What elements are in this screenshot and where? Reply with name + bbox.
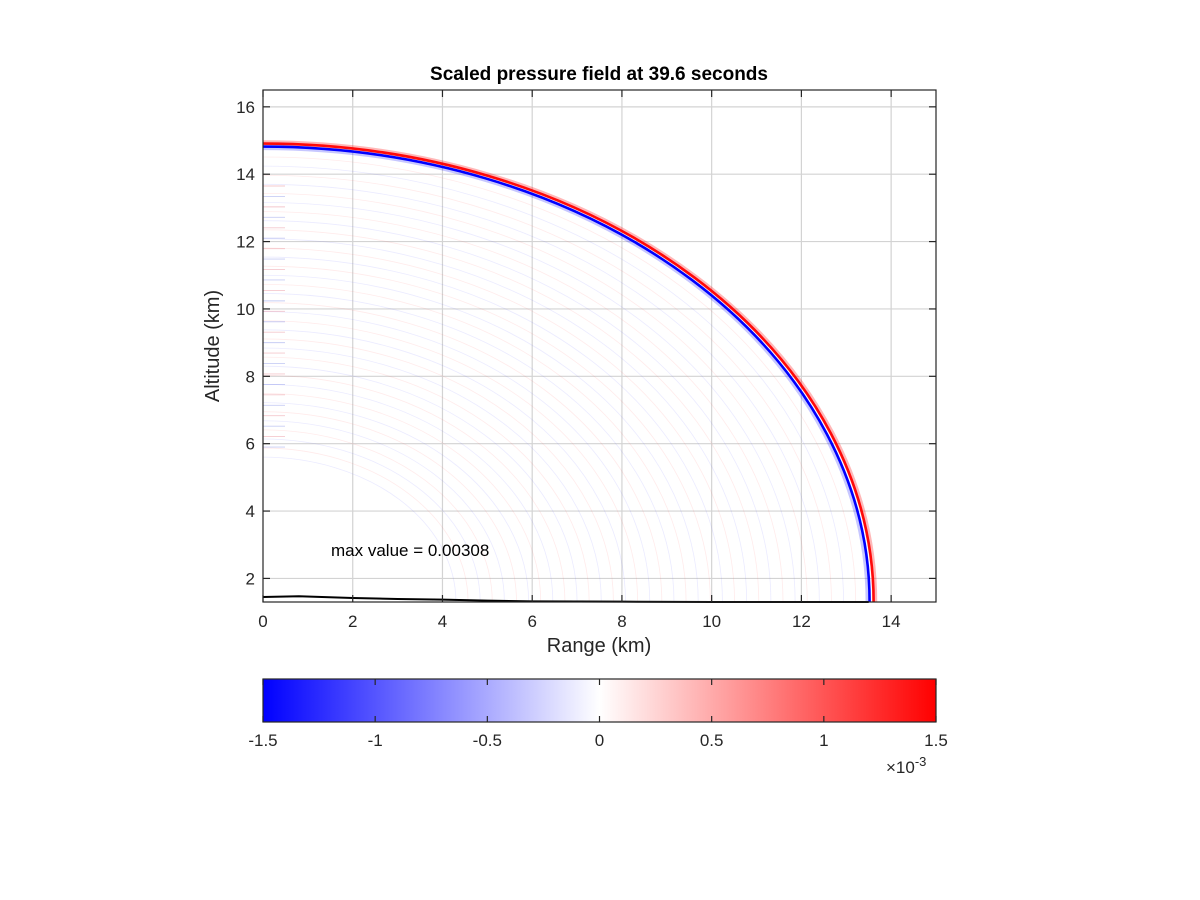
y-tick-label: 2	[246, 569, 255, 588]
colorbar-tick-label: 1	[819, 731, 828, 750]
x-tick-label: 10	[702, 612, 721, 631]
y-tick-label: 6	[246, 435, 255, 454]
x-tick-label: 6	[527, 612, 536, 631]
max-value-annotation: max value = 0.00308	[331, 541, 489, 560]
interference-arc	[263, 456, 457, 602]
axis-ticks: 0 2 4 6 8 10 12 14 2 4 6 8 10 12 14 16	[236, 90, 936, 631]
colorbar-tick-label: 1.5	[924, 731, 948, 750]
interference-arc	[263, 156, 857, 602]
interference-arc	[263, 283, 687, 602]
y-axis-label: Altitude (km)	[202, 290, 224, 402]
x-tick-label: 8	[617, 612, 626, 631]
colorbar-tick-label: 0.5	[700, 731, 724, 750]
interference-arc	[263, 320, 639, 602]
interference-arc	[263, 447, 469, 602]
wavefront-blue-halo	[263, 146, 870, 602]
interference-arc	[263, 293, 675, 602]
interference-arc	[263, 347, 602, 602]
colorbar-exponent-power: -3	[915, 754, 927, 769]
interference-arc	[263, 365, 578, 602]
interference-arc	[263, 202, 796, 602]
plot-area: 0 2 4 6 8 10 12 14 2 4 6 8 10 12 14 16	[236, 89, 937, 631]
chart-title: Scaled pressure field at 39.6 seconds	[430, 64, 768, 85]
colorbar-gradient	[263, 679, 936, 722]
plot-background	[263, 90, 936, 602]
colorbar-tick-label: -1.5	[248, 731, 277, 750]
colorbar: -1.5 -1 -0.5 0 0.5 1 1.5 ×10-3	[248, 678, 948, 777]
colorbar-ticks: -1.5 -1 -0.5 0 0.5 1 1.5	[248, 679, 948, 750]
colorbar-tick-label: -0.5	[473, 731, 502, 750]
interference-arc	[263, 174, 832, 602]
interference-arc	[263, 247, 735, 602]
interference-arc	[263, 311, 651, 602]
colorbar-tick-label: -1	[368, 731, 383, 750]
interference-arc	[263, 393, 542, 602]
interference-arc	[263, 193, 808, 602]
interference-arc	[263, 165, 844, 602]
wavefront-blue	[263, 145, 871, 602]
pressure-field	[263, 140, 878, 602]
interference-arc	[263, 302, 663, 602]
colorbar-exponent: ×10-3	[886, 754, 926, 777]
interference-arc	[263, 274, 699, 602]
interference-arc	[263, 402, 530, 602]
y-tick-label: 12	[236, 233, 255, 252]
interference-arc	[263, 420, 505, 602]
interference-arc	[263, 211, 784, 602]
x-axis-label: Range (km)	[547, 635, 651, 657]
colorbar-tick-label: 0	[595, 731, 604, 750]
interference-arc	[263, 338, 614, 602]
interference-arc	[263, 356, 590, 602]
interference-arc	[263, 411, 517, 602]
x-tick-label: 2	[348, 612, 357, 631]
interference-arc	[263, 229, 760, 602]
x-tick-label: 0	[258, 612, 267, 631]
y-tick-label: 10	[236, 300, 255, 319]
interference-arc	[263, 429, 493, 602]
interference-arc	[263, 238, 748, 602]
interference-arc	[263, 256, 723, 602]
x-tick-label: 4	[438, 612, 447, 631]
y-tick-label: 16	[236, 98, 255, 117]
grid	[263, 90, 936, 602]
interference-arc	[263, 374, 566, 602]
interference-arc	[263, 384, 554, 602]
wavefront-red	[263, 142, 875, 602]
y-tick-label: 14	[236, 165, 255, 184]
colorbar-exponent-base: ×10	[886, 758, 915, 777]
interference-arc	[263, 265, 711, 602]
plot-frame	[262, 89, 937, 603]
y-tick-label: 4	[246, 502, 255, 521]
x-tick-label: 12	[792, 612, 811, 631]
x-tick-label: 14	[882, 612, 901, 631]
interference-arc	[263, 438, 481, 602]
interference-arc	[263, 220, 772, 602]
y-tick-label: 8	[246, 367, 255, 386]
interference-arc	[263, 329, 626, 602]
interference-arc	[263, 183, 820, 602]
